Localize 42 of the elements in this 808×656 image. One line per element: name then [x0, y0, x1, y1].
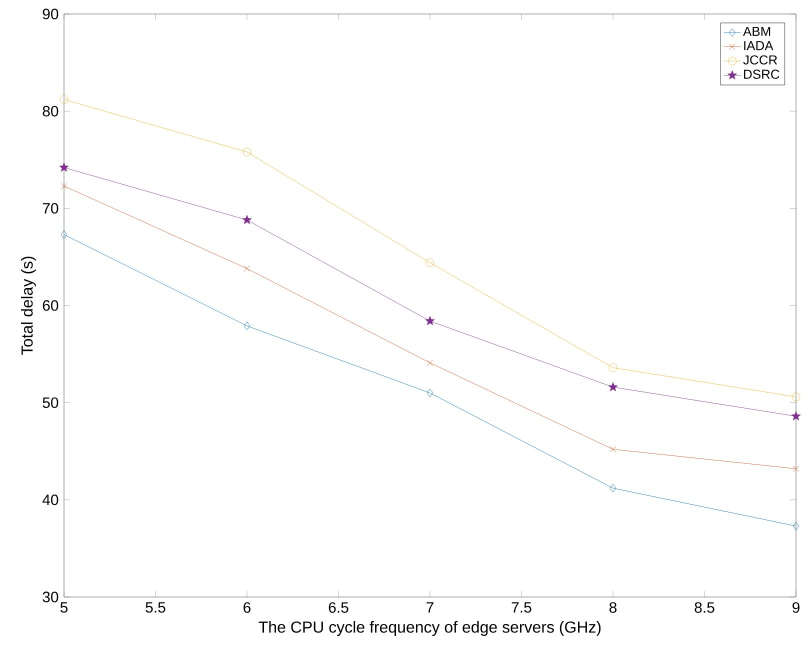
x-tick-label: 8	[609, 602, 617, 613]
point	[60, 95, 68, 104]
point	[608, 382, 618, 392]
y-tick-label: 40	[42, 494, 58, 506]
x-tick-label: 7.5	[512, 602, 532, 613]
x-tick-label: 7	[426, 602, 434, 613]
point	[792, 392, 800, 402]
point	[791, 411, 801, 420]
x-tick-label: 5	[60, 602, 68, 613]
y-tick-label: 50	[42, 397, 58, 408]
point	[792, 466, 800, 472]
point	[608, 363, 618, 372]
legend-label: ABM	[743, 26, 770, 36]
x-tick-label: 6.5	[328, 602, 348, 613]
x-tick-label: 6	[244, 602, 251, 613]
y-tick-label: 60	[42, 300, 58, 311]
point	[244, 322, 250, 330]
legend-label: IADA	[744, 41, 774, 50]
point	[242, 214, 252, 224]
point	[425, 316, 435, 326]
x-axis-title: The CPU cycle frequency of edge servers (GHz)	[258, 621, 601, 636]
y-tick-label: 30	[42, 592, 58, 602]
point	[59, 162, 69, 172]
y-axis-title: Total delay (s)	[21, 256, 36, 355]
x-tick-label: 5.5	[146, 602, 166, 613]
y-tick-label: 90	[42, 8, 58, 20]
point	[242, 148, 252, 156]
point	[244, 266, 250, 272]
x-tick-label: 9	[792, 602, 800, 613]
x-tick-label: 8.5	[694, 602, 714, 613]
point	[610, 484, 616, 492]
point	[610, 446, 616, 452]
point	[426, 360, 434, 366]
point	[792, 522, 800, 530]
point	[60, 182, 68, 190]
y-tick-label: 80	[42, 106, 58, 116]
point	[60, 230, 68, 239]
y-tick-label: 70	[42, 203, 58, 214]
point	[426, 258, 434, 267]
point	[426, 388, 434, 398]
legend-label: JCCR	[743, 55, 778, 65]
legend-label: DSRC	[744, 70, 780, 79]
